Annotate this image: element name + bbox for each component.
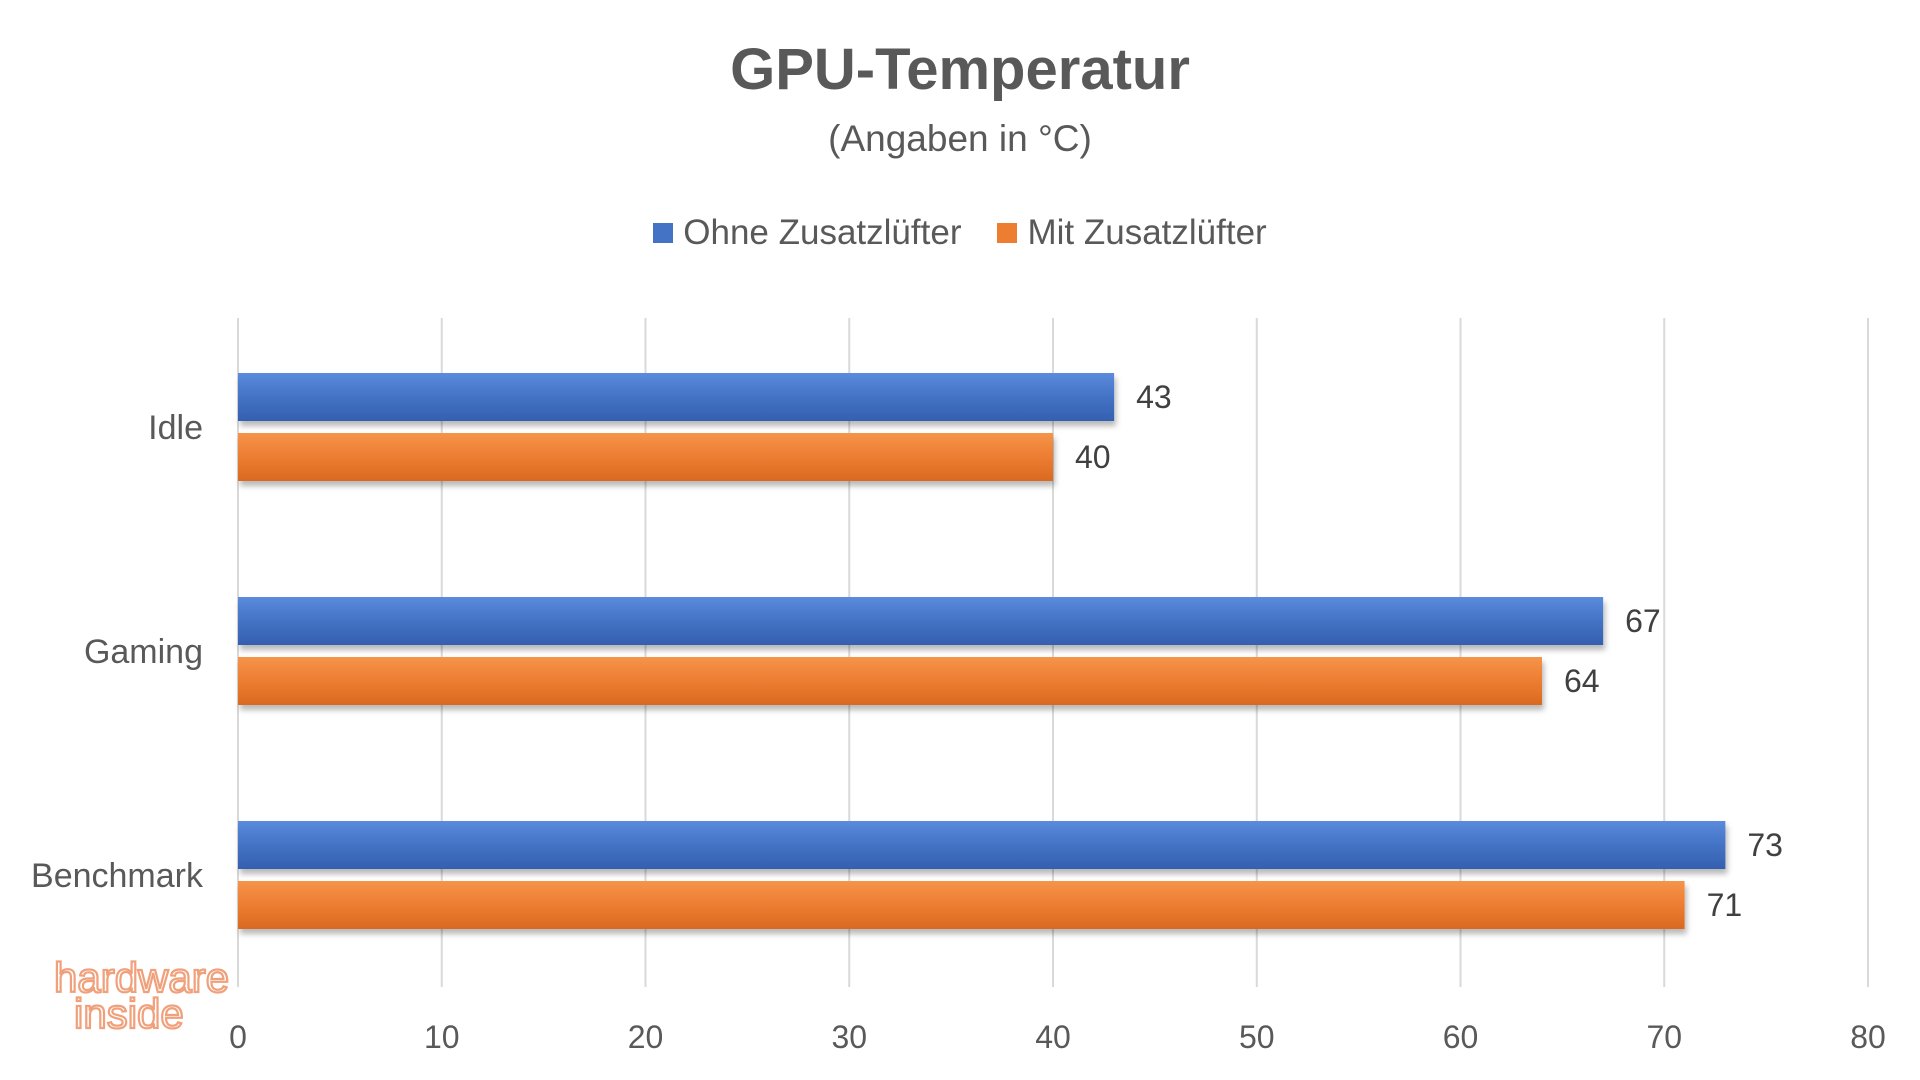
x-tick-labels: 0 10 20 30 40 50 60 70 80: [229, 1019, 1886, 1055]
data-label: 73: [1747, 827, 1783, 863]
category-label: Benchmark: [31, 857, 204, 895]
watermark-line-1: hardware: [54, 958, 229, 1001]
data-label: 43: [1136, 379, 1172, 415]
data-label: 71: [1707, 887, 1743, 923]
bar-gaming-series-2: [238, 657, 1542, 705]
x-tick-label: 60: [1443, 1019, 1479, 1055]
data-label: 67: [1625, 603, 1661, 639]
x-tick-label: 50: [1239, 1019, 1275, 1055]
x-tick-label: 10: [424, 1019, 460, 1055]
bar-gaming-series-1: [238, 597, 1604, 645]
bars: [238, 373, 1726, 929]
legend-item-series-2: Mit Zusatzlüfter: [997, 213, 1267, 253]
category-labels: Idle Gaming Benchmark: [31, 409, 204, 895]
bar-benchmark-series-2: [238, 881, 1685, 929]
hardware-inside-watermark: hardware inside: [53, 958, 230, 1032]
chart-subtitle: (Angaben in °C): [828, 118, 1092, 159]
chart-title: GPU-Temperatur: [730, 37, 1190, 102]
bar-idle-series-1: [238, 373, 1115, 421]
legend-swatch-series-2: [997, 223, 1018, 243]
x-tick-label: 30: [831, 1019, 867, 1055]
x-tick-label: 0: [229, 1019, 247, 1055]
bar-benchmark-series-1: [238, 821, 1726, 869]
watermark-line-2: inside: [74, 990, 184, 1032]
gridlines: [237, 318, 1869, 987]
x-tick-label: 40: [1035, 1019, 1071, 1055]
x-tick-label: 70: [1646, 1019, 1682, 1055]
chart-legend: Ohne Zusatzlüfter Mit Zusatzlüfter: [0, 213, 1920, 253]
x-tick-label: 20: [628, 1019, 664, 1055]
category-label: Gaming: [84, 633, 203, 671]
legend-label-series-1: Ohne Zusatzlüfter: [683, 213, 962, 252]
x-tick-label: 80: [1850, 1019, 1886, 1055]
legend-item-series-1: Ohne Zusatzlüfter: [653, 213, 961, 253]
category-label: Idle: [148, 409, 203, 447]
legend-label-series-2: Mit Zusatzlüfter: [1027, 213, 1267, 252]
bar-idle-series-2: [238, 433, 1053, 481]
legend-swatch-series-1: [653, 223, 674, 243]
data-label: 40: [1075, 439, 1111, 475]
data-label: 64: [1564, 663, 1600, 699]
